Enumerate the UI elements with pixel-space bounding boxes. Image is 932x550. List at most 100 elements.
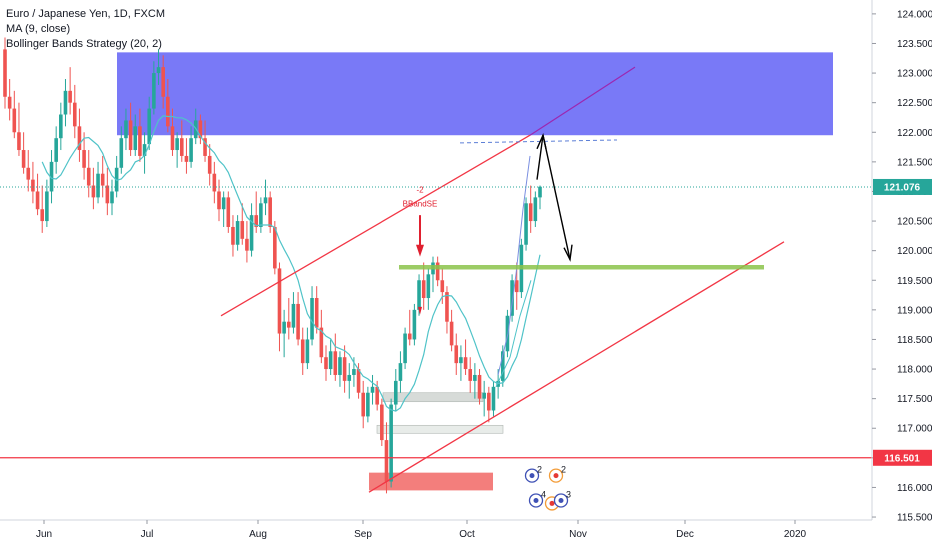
- projection-arrow-head: [563, 244, 573, 262]
- candle-body: [333, 351, 338, 375]
- candle-body: [217, 191, 221, 210]
- candle-body: [482, 392, 486, 399]
- event-icon-dot: [533, 497, 539, 503]
- candle-body: [110, 191, 114, 204]
- signal-count-label: -2: [416, 186, 424, 195]
- candle-body: [72, 102, 77, 127]
- candle-body: [45, 191, 49, 222]
- candle-body: [328, 351, 333, 370]
- candle-body: [375, 386, 379, 405]
- candle-body: [366, 392, 370, 417]
- candle-body: [119, 138, 124, 168]
- resistance-dashed-line: [459, 139, 618, 144]
- candle-body: [477, 374, 482, 399]
- candle-body: [259, 203, 263, 227]
- candle-body: [133, 126, 138, 151]
- candle-body: [352, 369, 356, 375]
- signal-arrow-small: [418, 306, 422, 315]
- channel-lower-line: [368, 241, 785, 493]
- candle-body: [319, 327, 324, 358]
- candle-body: [273, 226, 277, 269]
- candle-body: [221, 197, 226, 210]
- event-count-label: 2: [537, 465, 542, 475]
- chart-legend: Euro / Japanese Yen, 1D, FXCM MA (9, clo…: [6, 7, 165, 52]
- candle-body: [226, 197, 231, 227]
- candle-body: [142, 144, 147, 156]
- signal-arrow-head: [416, 244, 424, 257]
- candle-body: [3, 49, 7, 97]
- candle-body: [361, 392, 366, 417]
- candle-body: [426, 274, 431, 299]
- price-tick-label: 115.500: [897, 513, 932, 524]
- channel-upper-extension: [529, 66, 636, 136]
- candle-body: [240, 221, 245, 239]
- candle-body: [324, 357, 328, 370]
- candle-body: [68, 90, 72, 103]
- candle-body: [514, 280, 519, 293]
- last-price-tag-bg: [873, 178, 932, 195]
- candle-body: [96, 173, 100, 198]
- time-tick-label: 2020: [784, 529, 807, 540]
- candle-body: [286, 321, 291, 328]
- candle-body: [17, 132, 21, 151]
- candle-body: [412, 309, 417, 340]
- candle-body: [77, 126, 82, 151]
- candle-body: [245, 238, 249, 251]
- candle-body: [468, 369, 473, 381]
- legend-strategy: Bollinger Bands Strategy (20, 2): [6, 38, 162, 50]
- moving-average-line: [41, 115, 541, 412]
- candle-body: [459, 357, 463, 364]
- candle-body: [166, 96, 170, 127]
- candle-body: [189, 138, 193, 162]
- time-axis[interactable]: Jun Jul Aug Sep Oct Nov Dec 2020: [0, 519, 872, 540]
- candle-body: [440, 280, 445, 293]
- time-tick-label: Dec: [676, 529, 694, 540]
- price-tick-label: 122.500: [897, 98, 932, 109]
- supply-zone-rectangle: [117, 52, 833, 136]
- price-tick-label: 117.500: [897, 394, 932, 405]
- candle-body: [314, 298, 319, 328]
- price-tick-label: 119.000: [897, 305, 932, 316]
- bollinger-lower-band: [495, 280, 532, 388]
- price-tick-label: 122.000: [897, 128, 932, 139]
- event-icon-dot: [553, 473, 559, 479]
- last-price-tag: 121.076: [884, 182, 921, 193]
- candle-body: [277, 268, 282, 334]
- candle-body: [538, 186, 542, 198]
- legend-symbol: Euro / Japanese Yen, 1D, FXCM: [6, 8, 165, 20]
- candle-body: [26, 167, 31, 180]
- candle-body: [49, 161, 54, 192]
- candle-body: [268, 197, 272, 227]
- candle-body: [207, 155, 212, 174]
- time-tick-label: Sep: [354, 529, 372, 540]
- price-axis[interactable]: 124.000 123.500 123.000 122.500 122.000 121.5…: [871, 0, 932, 524]
- event-count-label: 3: [566, 489, 571, 499]
- candle-body: [528, 203, 533, 222]
- candle-body: [473, 374, 477, 381]
- candle-body: [384, 440, 389, 482]
- price-tick-label: 117.000: [897, 424, 932, 435]
- candle-body: [300, 339, 305, 364]
- candle-body: [175, 138, 179, 151]
- candle-body: [389, 404, 393, 482]
- candle-body: [435, 262, 440, 281]
- drawing-layer-back: [117, 52, 833, 491]
- signal-name-label: BBandSE: [403, 199, 438, 208]
- price-tick-label: 124.000: [897, 9, 932, 20]
- candle-body: [454, 345, 459, 364]
- candle-body: [161, 67, 165, 97]
- candle-body: [347, 374, 352, 381]
- price-tick-label: 119.500: [897, 276, 932, 287]
- candle-body: [380, 404, 384, 441]
- candle-body: [370, 386, 375, 393]
- candle-body: [31, 179, 35, 192]
- candle-body: [445, 292, 449, 322]
- price-tick-label: 120.500: [897, 217, 932, 228]
- candle-body: [500, 351, 505, 381]
- candle-body: [147, 108, 152, 145]
- candles-layer: [3, 37, 542, 494]
- candle-body: [7, 96, 12, 109]
- candle-body: [403, 333, 407, 364]
- candle-body: [105, 185, 110, 204]
